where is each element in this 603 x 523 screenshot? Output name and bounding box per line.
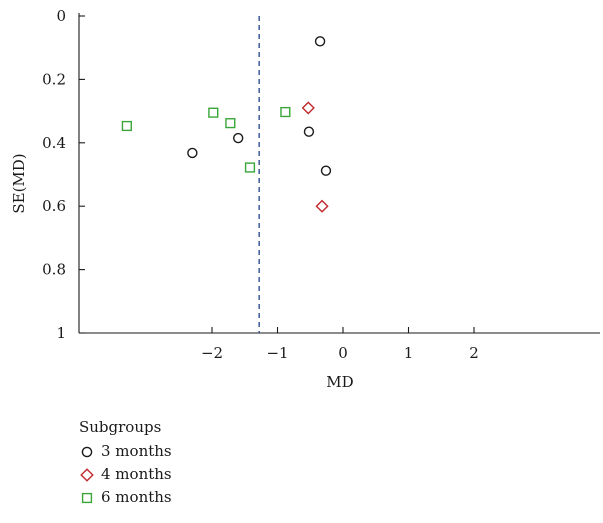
legend-label: 3 months (101, 442, 172, 460)
y-tick-label: 0.8 (42, 261, 66, 279)
square-icon (81, 492, 93, 503)
legend-item-3-months: 3 months (79, 440, 172, 463)
data-point-circle (303, 126, 315, 137)
data-point-square (225, 118, 236, 129)
legend-label: 4 months (101, 465, 172, 483)
x-tick-label: 1 (404, 344, 414, 362)
data-point-circle (320, 165, 332, 176)
data-point-diamond (301, 101, 315, 115)
y-tick-label: 0.6 (42, 197, 66, 215)
data-points (121, 36, 332, 213)
legend-title: Subgroups (79, 418, 162, 436)
legend: Subgroups 3 months 4 months 6 months (79, 416, 172, 509)
x-axis-title: MD (326, 373, 353, 391)
axes: 0 0.2 0.4 0.6 0.8 1 −2 −1 0 1 2 (42, 7, 600, 362)
data-point-square (208, 107, 219, 118)
legend-item-6-months: 6 months (79, 486, 172, 509)
y-tick-label: 1 (56, 324, 66, 342)
legend-item-4-months: 4 months (79, 463, 172, 486)
legend-label: 6 months (101, 488, 172, 506)
x-tick-label: −1 (266, 344, 288, 362)
y-tick-label: 0.2 (42, 70, 66, 88)
y-tick-label: 0 (56, 7, 66, 25)
data-point-square (244, 162, 256, 173)
x-tick-label: 0 (338, 344, 348, 362)
y-tick-label: 0.4 (42, 134, 66, 152)
data-point-square (121, 120, 132, 132)
y-axis-title: SE(MD) (10, 153, 28, 213)
data-point-diamond (315, 199, 329, 213)
diamond-icon (80, 467, 94, 482)
x-tick-label: −2 (201, 344, 223, 362)
x-tick-label: 2 (469, 344, 479, 362)
data-point-circle (314, 36, 326, 47)
data-point-circle (232, 132, 244, 144)
circle-icon (81, 446, 93, 457)
data-point-circle (187, 147, 198, 159)
data-point-square (280, 106, 291, 118)
